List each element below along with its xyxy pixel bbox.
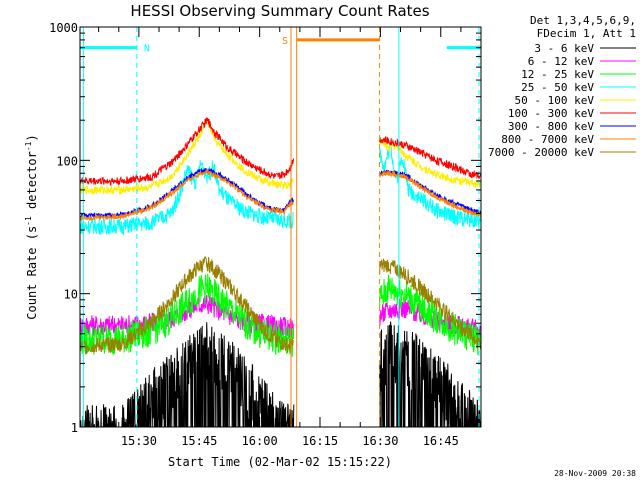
series-line-7000-20000-kev: [379, 258, 482, 350]
x-tick-label: 15:30: [121, 434, 157, 448]
series-line-3-6-kev: [80, 322, 295, 429]
chart-title: HESSI Observing Summary Count Rates: [130, 2, 429, 20]
legend-entry-label: 12 - 25 keV: [521, 68, 594, 81]
y-axis-label: Count Rate (s-1 detector-1): [24, 134, 39, 319]
x-axis-label: Start Time (02-Mar-02 15:15:22): [168, 455, 392, 469]
annotation-layer: NS: [80, 27, 481, 427]
y-tick-label: 10: [64, 288, 78, 302]
legend-header: FDecim 1, Att 1: [537, 27, 636, 40]
annotation-label-n: N: [144, 44, 150, 55]
series-line-7000-20000-kev: [79, 256, 294, 355]
series-line-50-100-kev: [79, 117, 294, 196]
y-axis-label-part: detector: [25, 151, 39, 216]
legend: Det 1,3,4,5,6,9,FDecim 1, Att 1 3 - 6 keV…: [488, 14, 636, 159]
legend-entry-label: 800 - 7000 keV: [501, 133, 594, 146]
axes-layer: 15:30 15:45 16:00 16:15 16:30 16:45 1 10 100 1000: [49, 21, 481, 448]
x-tick-label: 15:45: [181, 434, 217, 448]
legend-entry-label: 6 - 12 keV: [528, 55, 595, 68]
legend-header: Det 1,3,4,5,6,9,: [530, 14, 636, 27]
series-line-25-50-kev: [79, 160, 294, 236]
x-tick-label: 16:30: [362, 434, 398, 448]
y-axis-label-superscript: -1: [24, 216, 33, 226]
x-tick-label: 16:00: [242, 434, 278, 448]
y-tick-label: 1000: [49, 21, 78, 35]
series-line-25-50-kev: [379, 140, 481, 229]
legend-entry-label: 7000 - 20000 keV: [488, 146, 594, 159]
series-line-12-25-kev: [79, 273, 294, 357]
series-line-100-300-kev: [79, 117, 294, 187]
y-tick-label: 100: [56, 154, 78, 168]
x-tick-label: 16:45: [423, 434, 459, 448]
y-axis-label-part: Count Rate (s: [25, 226, 39, 320]
legend-entry-label: 100 - 300 keV: [508, 107, 594, 120]
y-axis-label-superscript: -1: [24, 141, 33, 151]
y-tick-label: 1: [71, 421, 78, 435]
timestamp: 28-Nov-2009 20:38: [554, 469, 636, 478]
legend-entry-label: 50 - 100 keV: [515, 94, 595, 107]
series-line-800-7000-kev: [379, 170, 482, 219]
annotation-label-s: S: [282, 36, 288, 47]
series-line-800-7000-kev: [79, 168, 294, 222]
legend-entry-label: 300 - 800 keV: [508, 120, 594, 133]
plot-frame: [79, 26, 482, 428]
legend-entry-label: 3 - 6 keV: [534, 42, 594, 55]
series-line-12-25-kev: [379, 274, 482, 355]
series-line-100-300-kev: [379, 136, 482, 180]
legend-entry-label: 25 - 50 keV: [521, 81, 594, 94]
x-tick-label: 16:15: [302, 434, 338, 448]
data-layer: [79, 117, 482, 429]
y-axis-label-part: ): [25, 134, 39, 141]
